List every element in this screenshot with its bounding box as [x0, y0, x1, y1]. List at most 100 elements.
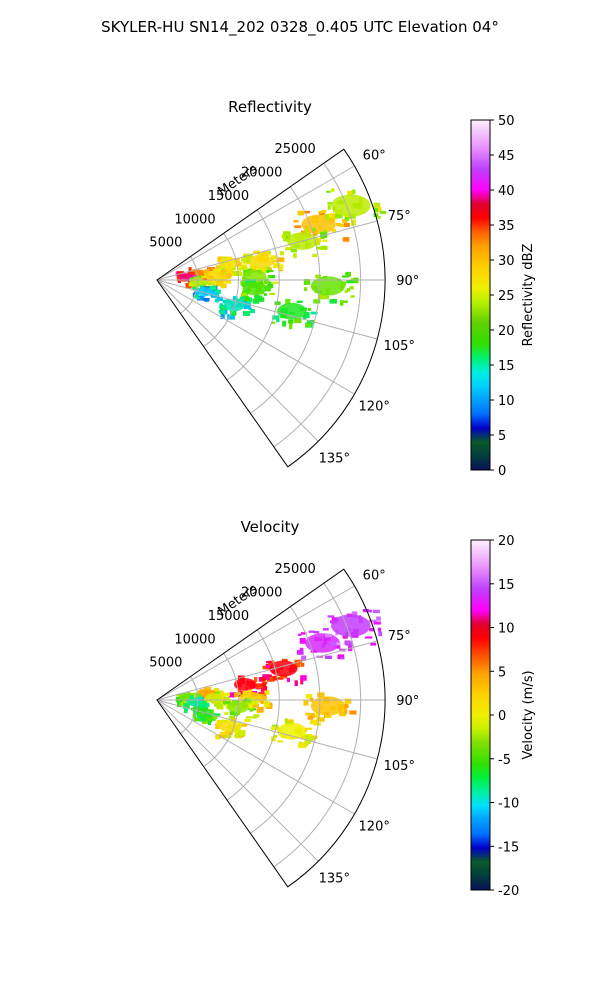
- echo-gate: [189, 275, 197, 279]
- echo-gate: [315, 712, 321, 718]
- echo-gate: [205, 269, 209, 272]
- echo-gate: [242, 296, 250, 302]
- echo-gate: [246, 699, 250, 703]
- echo-gate: [294, 680, 298, 687]
- echo-gate: [248, 297, 252, 303]
- echo-gate: [351, 611, 358, 618]
- echo-gate: [212, 291, 218, 296]
- echo-gate: [240, 264, 248, 268]
- colorbar-tick-label: 5: [498, 429, 506, 444]
- echo-gate: [338, 223, 345, 228]
- echo-gate: [233, 270, 238, 277]
- echo-gate: [200, 275, 207, 279]
- echo-gate: [177, 701, 182, 708]
- echo-gate: [345, 641, 353, 646]
- echo-gate: [223, 702, 228, 706]
- polar-grid: [156, 162, 385, 448]
- echo-gate: [293, 253, 297, 258]
- echo-gate: [219, 310, 223, 314]
- echo-gate: [273, 735, 278, 738]
- echo-gate: [373, 609, 380, 614]
- range-ring: [273, 582, 362, 868]
- echo-gate: [212, 716, 218, 720]
- reflectivity-panel: Reflectivity500010000150002000025000Mete…: [149, 98, 536, 479]
- azimuth-spoke: [156, 640, 378, 701]
- echo-gate: [218, 257, 225, 260]
- echo-gate: [219, 277, 224, 281]
- echo-gate: [369, 628, 375, 632]
- echo-gate: [323, 637, 331, 641]
- colorbar-tick-label: 10: [498, 394, 515, 409]
- echo-gate: [328, 213, 332, 218]
- colorbar-tick-label: 30: [498, 254, 515, 269]
- echo-gate: [370, 642, 376, 646]
- echo-gate: [188, 267, 192, 271]
- azimuth-spoke: [156, 699, 355, 815]
- azimuth-spoke: [156, 279, 319, 442]
- echo-core: [204, 271, 223, 282]
- echo-gate: [305, 694, 313, 699]
- echo-gate: [374, 208, 378, 212]
- echo-gate: [373, 621, 381, 625]
- colorbar-tick-label: 20: [498, 324, 515, 339]
- echo-gate: [207, 719, 211, 725]
- echo-gate: [261, 251, 268, 257]
- colorbar-tick-label: 45: [498, 149, 515, 164]
- echo-gate: [327, 615, 335, 618]
- echo-gate: [324, 633, 332, 638]
- echo-gate: [228, 692, 236, 698]
- colorbar-tick-label: 25: [498, 289, 515, 304]
- echo-gate: [378, 631, 383, 637]
- echo-core: [178, 273, 193, 281]
- echo-gate: [217, 256, 225, 262]
- echo-gate: [306, 319, 315, 324]
- echo-gate: [322, 239, 328, 242]
- echo-gate: [318, 210, 324, 214]
- echo-core: [205, 693, 223, 704]
- colorbar-tick-label: 35: [498, 219, 515, 234]
- echo-gate: [268, 660, 275, 666]
- azimuth-tick-label: 60°: [363, 569, 386, 584]
- azimuth-tick-label: 120°: [359, 819, 390, 834]
- echo-gate: [282, 320, 287, 327]
- echo-gate: [304, 740, 311, 745]
- azimuth-spoke: [156, 585, 355, 701]
- echo-gate: [220, 305, 227, 309]
- echo-gate: [373, 202, 381, 208]
- echo-gate: [213, 688, 220, 692]
- echo-gate: [317, 294, 326, 299]
- radial-tick-label: 25000: [274, 562, 315, 577]
- sector-frame: [156, 568, 386, 888]
- echo-gate: [320, 245, 328, 250]
- echo-gate: [238, 722, 242, 729]
- echo-gate: [281, 234, 288, 239]
- echo-gate: [329, 299, 338, 304]
- echo-gate: [285, 247, 294, 251]
- echo-gate: [367, 609, 373, 613]
- echo-gate: [192, 287, 197, 291]
- azimuth-tick-label: 75°: [388, 629, 411, 644]
- echo-gate: [242, 290, 246, 295]
- echo-gate: [315, 274, 321, 278]
- echo-gate: [271, 255, 278, 260]
- echo-gate: [215, 734, 220, 740]
- echo-gate: [255, 685, 263, 689]
- echo-core: [233, 678, 257, 691]
- echo-gate: [258, 279, 264, 285]
- echo-gate: [206, 280, 212, 285]
- echo-gate: [264, 690, 270, 695]
- echo-gate: [351, 189, 356, 195]
- echo-cell: [262, 658, 307, 687]
- colorbar-tick-label: 0: [498, 709, 506, 724]
- echo-gate: [204, 298, 209, 302]
- radial-tick-label: 20000: [241, 586, 282, 601]
- echo-core: [331, 614, 371, 637]
- echo-gate: [245, 716, 251, 719]
- echo-gate: [226, 269, 234, 276]
- echo-gate: [344, 289, 348, 293]
- echo-core: [219, 720, 241, 733]
- echo-gate: [312, 227, 316, 231]
- echo-gate: [267, 250, 271, 255]
- echo-gate: [299, 637, 306, 644]
